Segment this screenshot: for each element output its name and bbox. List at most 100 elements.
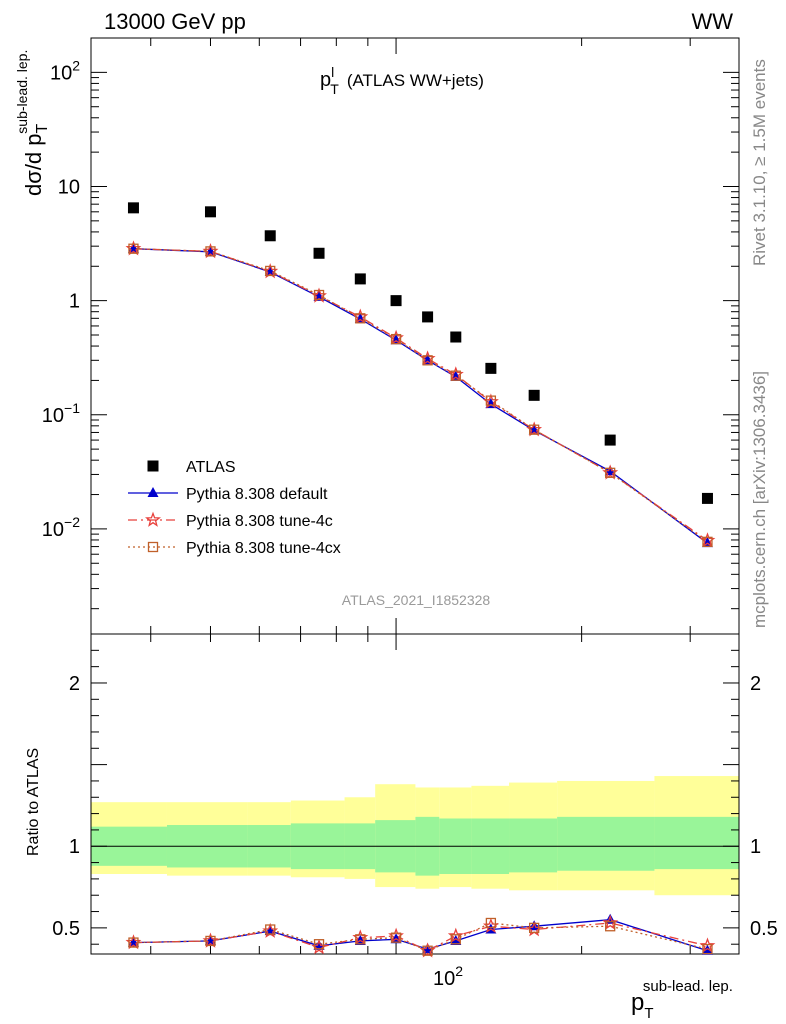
tick-base: 10 [42, 405, 64, 427]
ratio-panel: 0.5 0.51 12 2 Ratio to ATLAS 102 pTsub-lead… [25, 633, 778, 1022]
marker-tune4cx [605, 467, 616, 478]
rivet-label: Rivet 3.1.10, ≥ 1.5M events [750, 59, 769, 266]
ratio-y-axis-label: Ratio to ATLAS [25, 748, 42, 856]
marker-tune4cx [265, 265, 276, 277]
main-y-tick-label: 102 [50, 57, 80, 84]
marker-tune4cx [390, 333, 402, 345]
ratio-marker-default [422, 943, 434, 954]
title-rest: (ATLAS WW+jets) [347, 71, 484, 90]
main-axis-ticks [91, 37, 739, 634]
main-y-axis-label: dσ/d pTsub-lead. lep. [14, 50, 51, 196]
ratio-y-tick-labels: 0.5 0.5 1 1 2 2 [52, 673, 778, 940]
legend: ATLAS Pythia 8.308 default Pythia 8.308 tu… [128, 459, 341, 557]
tick-base: 10 [50, 62, 72, 84]
marker-tune4cx [313, 289, 325, 301]
main-y-tick-label: 1 [69, 291, 80, 313]
main-y-tick-label: 10−1 [42, 400, 80, 427]
band-inner [654, 816, 739, 870]
tick-exp: −2 [64, 514, 80, 530]
ratio-marker-tune4cx [205, 935, 216, 947]
band-inner [509, 818, 558, 873]
marker-tune4cx [529, 424, 540, 435]
series-line-tune4c [133, 248, 708, 542]
ylabel-sub: T [34, 123, 51, 133]
xlabel-sup: sub-lead. lep. [643, 978, 733, 995]
ratio-y-tick-label: 2 [69, 673, 80, 695]
ratio-line-tune4c [133, 922, 708, 952]
x-tick-base: 10 [433, 968, 455, 990]
ratio-y-tick-label: 0.5 [52, 918, 80, 940]
xlabel-sub: T [644, 1005, 653, 1022]
legend-label-tune4cx: Pythia 8.308 tune-4cx [186, 540, 341, 557]
main-y-tick-label: 10−2 [42, 514, 80, 541]
title-sub: T [330, 81, 339, 97]
marker-tune4cx [450, 370, 461, 381]
ratio-marker-tune4cx [529, 922, 540, 934]
ratio-marker-tune4cx [390, 932, 402, 943]
ratio-y-tick-label-right: 2 [750, 673, 761, 695]
ratio-marker-tune4c [447, 927, 464, 943]
legend-marker-tune4cx [147, 541, 159, 553]
ratio-marker-tune4cx [450, 934, 461, 945]
marker-data [485, 362, 497, 374]
ratio-marker-default [450, 934, 462, 945]
ratio-y-tick-label-right: 0.5 [750, 918, 778, 940]
ratio-y-tick-label-right: 1 [750, 836, 761, 858]
marker-data [313, 247, 325, 259]
tick-exp: 2 [72, 57, 80, 73]
uncertainty-bands [91, 776, 739, 896]
ratio-marker-tune4cx [605, 921, 616, 932]
band-inner [557, 816, 655, 871]
ratio-series-layer [125, 913, 716, 958]
marker-data [390, 295, 402, 307]
tick-base: 10 [42, 519, 64, 541]
ratio-line-default [133, 919, 708, 952]
marker-data [604, 434, 616, 446]
legend-marker-tune4c [145, 511, 161, 527]
ratio-frame [90, 633, 740, 955]
title-sup: l [331, 64, 334, 80]
marker-tune4cx [422, 355, 433, 366]
marker-data [701, 492, 713, 504]
ratio-marker-default [701, 944, 713, 955]
legend-label-tune4c: Pythia 8.308 tune-4c [186, 513, 333, 530]
ylabel-main: dσ/d p [21, 133, 46, 196]
marker-tune4cx [205, 246, 216, 257]
ylabel-sup: sub-lead. lep. [14, 50, 30, 134]
ratio-marker-tune4cx [313, 939, 325, 950]
legend-marker-default [147, 487, 159, 497]
plot-title: pl T (ATLAS WW+jets) [320, 64, 484, 97]
legend-label-default: Pythia 8.308 default [186, 486, 328, 503]
marker-tune4cx [355, 313, 366, 324]
marker-data [264, 230, 276, 242]
ratio-y-tick-label: 1 [69, 836, 80, 858]
energy-label: 13000 GeV pp [104, 9, 246, 34]
xlabel-main: p [631, 989, 644, 1016]
analysis-id: ATLAS_2021_I1852328 [342, 592, 491, 608]
process-label: WW [691, 9, 733, 34]
marker-data [450, 331, 462, 343]
ratio-marker-tune4cx [422, 945, 433, 956]
ratio-marker-tune4c [602, 914, 619, 930]
ratio-marker-tune4cx [702, 943, 713, 955]
ratio-line-tune4cx [133, 922, 708, 952]
tick-exp: −1 [64, 400, 80, 416]
marker-data [528, 389, 540, 401]
marker-tune4cx [485, 395, 497, 406]
legend-marker-data [147, 460, 159, 472]
legend-label-data: ATLAS [186, 459, 236, 476]
x-tick-exp: 2 [455, 963, 463, 979]
ratio-marker-tune4cx [265, 924, 276, 935]
tick-base: 1 [69, 291, 80, 313]
main-series-layer [125, 202, 716, 548]
marker-data [354, 273, 366, 285]
ratio-marker-tune4cx [128, 937, 139, 948]
marker-data [204, 206, 216, 218]
x-axis-label: pTsub-lead. lep. [631, 978, 733, 1022]
tick-base: 10 [58, 176, 80, 198]
marker-tune4cx [702, 536, 713, 548]
x-tick-label-100: 102 [433, 963, 463, 990]
